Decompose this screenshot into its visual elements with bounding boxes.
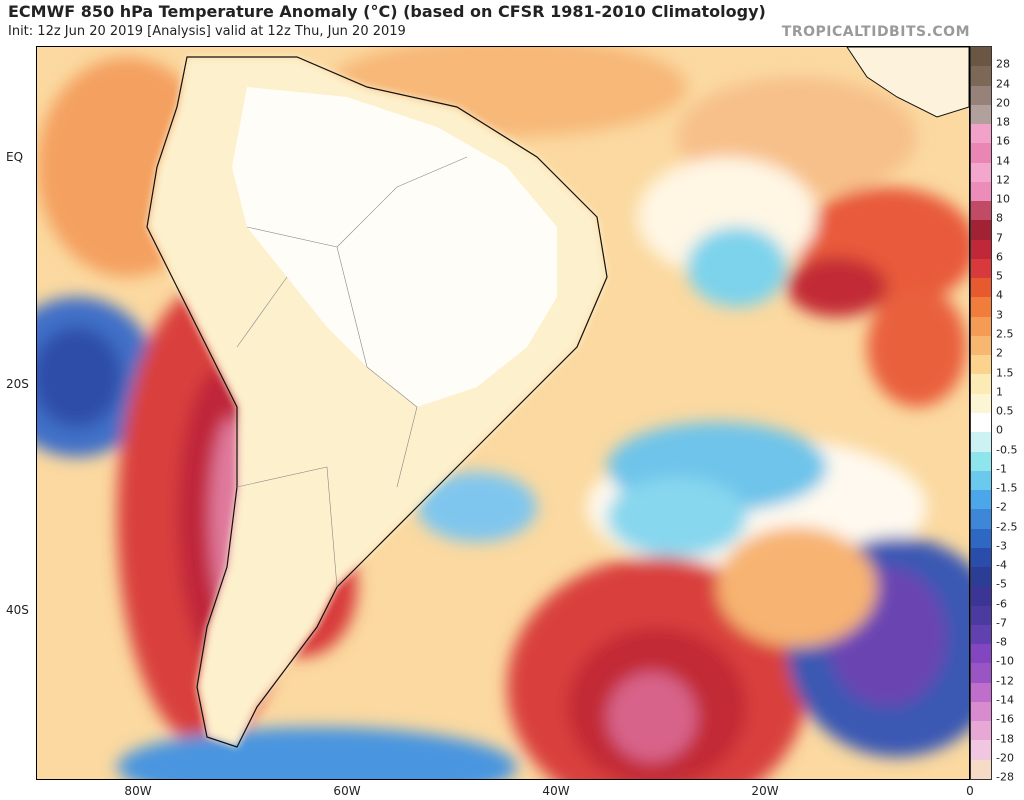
lon-label-0: 0 [966,784,974,798]
colorbar-cell [971,201,991,221]
colorbar-cell [971,181,991,202]
colorbar-label: -6 [996,597,1007,611]
colorbar-label: -3 [996,539,1007,553]
colorbar-cell [971,721,991,741]
colorbar-cell [971,239,991,260]
colorbar-cell [971,220,991,241]
colorbar-cell [971,374,991,395]
continent-south-america [146,56,608,748]
colorbar-cell [971,605,991,626]
colorbar-label: 6 [996,250,1003,264]
colorbar-label: 3 [996,308,1003,322]
colorbar-cell [971,413,991,433]
colorbar-cell [971,509,991,530]
colorbar-cell [971,528,991,549]
colorbar-label: -8 [996,635,1007,649]
colorbar-label: 12 [996,173,1010,187]
lon-label-40w: 40W [542,784,570,798]
colorbar-label: -28 [996,770,1014,784]
colorbar-cell [971,278,991,298]
colorbar-label: 28 [996,57,1010,71]
colorbar-label: 16 [996,134,1010,148]
colorbar-label: -5 [996,577,1007,591]
colorbar-cell [971,567,991,587]
colorbar-cell [971,66,991,86]
map-canvas [37,47,969,779]
colorbar-label: 7 [996,231,1003,245]
colorbar-label: 8 [996,211,1003,225]
colorbar-label: -4 [996,558,1007,572]
colorbar-label: 5 [996,269,1003,283]
colorbar-label: -14 [996,693,1014,707]
colorbar-label: -2.5 [996,520,1018,534]
colorbar-cell [971,490,991,510]
colorbar-cell [971,297,991,318]
map-title: ECMWF 850 hPa Temperature Anomaly (°C) (… [8,2,766,21]
colorbar-label: 2.5 [996,327,1014,341]
colorbar-cell [971,432,991,452]
colorbar-cell [971,355,991,375]
lon-label-20w: 20W [751,784,779,798]
colorbar-label: 4 [996,288,1003,302]
lat-label-40s: 40S [6,603,29,617]
colorbar-cell [971,143,991,164]
colorbar-label: -2 [996,500,1007,514]
colorbar-cell [971,663,991,684]
continent-africa [846,47,969,118]
colorbar [970,46,992,780]
colorbar-label: 10 [996,192,1010,206]
lat-label-20s: 20S [6,377,29,391]
colorbar-label: -18 [996,732,1014,746]
colorbar-label: 2 [996,346,1003,360]
colorbar-label: -0.5 [996,443,1018,457]
colorbar-label: 24 [996,77,1010,91]
colorbar-cell [971,451,991,472]
colorbar-label: -1.5 [996,481,1018,495]
colorbar-cell [971,547,991,568]
brand-watermark: TROPICALTIDBITS.COM [781,24,970,40]
colorbar-cell [971,104,991,125]
lon-label-80w: 80W [124,784,152,798]
colorbar-cell [971,47,991,67]
anomaly-map [36,46,970,780]
colorbar-label: 0 [996,423,1003,437]
colorbar-cell [971,393,991,414]
colorbar-cell [971,644,991,664]
colorbar-label: -1 [996,462,1007,476]
colorbar-label: 20 [996,96,1010,110]
colorbar-label: 1.5 [996,366,1014,380]
colorbar-cell [971,586,991,607]
colorbar-cell [971,624,991,645]
lon-label-60w: 60W [333,784,361,798]
colorbar-cell [971,85,991,106]
colorbar-cell [971,335,991,356]
colorbar-label: 1 [996,385,1003,399]
colorbar-cell [971,701,991,722]
colorbar-label: 14 [996,154,1010,168]
colorbar-label: -7 [996,616,1007,630]
colorbar-cell [971,740,991,761]
colorbar-cell [971,759,991,780]
colorbar-cell [971,470,991,491]
colorbar-cell [971,258,991,279]
colorbar-label: -20 [996,751,1014,765]
lat-label-eq: EQ [6,150,24,164]
colorbar-label: -16 [996,712,1014,726]
colorbar-cell [971,162,991,183]
colorbar-label: 18 [996,115,1010,129]
colorbar-label: 0.5 [996,404,1014,418]
map-subtitle: Init: 12z Jun 20 2019 [Analysis] valid a… [8,24,406,39]
colorbar-cell [971,316,991,337]
colorbar-label: -12 [996,674,1014,688]
colorbar-cell [971,682,991,703]
colorbar-cell [971,124,991,144]
colorbar-label: -10 [996,654,1014,668]
